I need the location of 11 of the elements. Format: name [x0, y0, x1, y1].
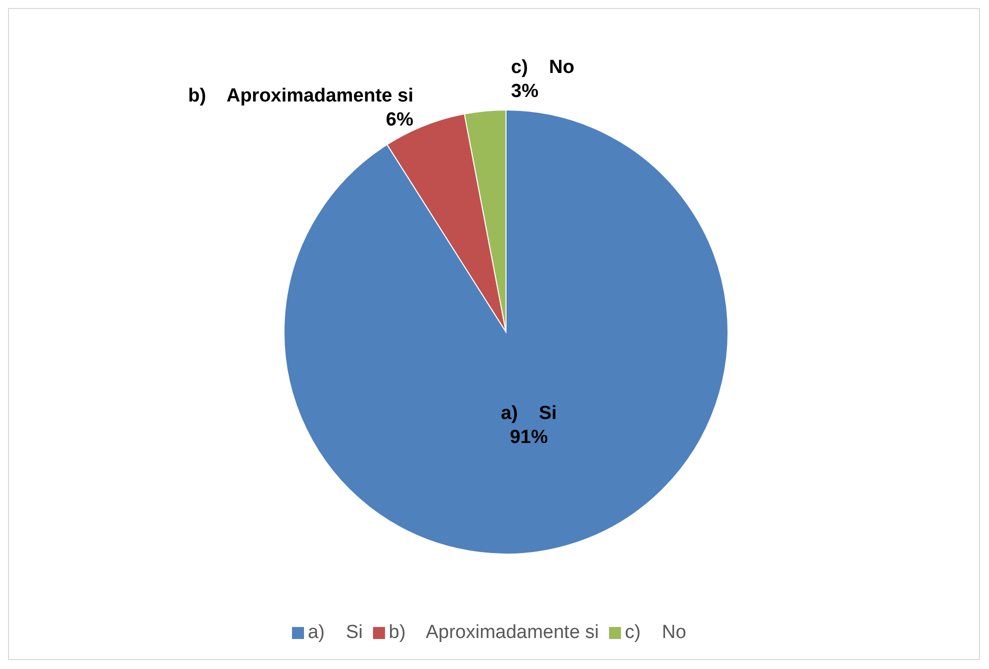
- slice-label: a) Si: [500, 402, 557, 424]
- slice-label: b) Aproximadamente si: [188, 86, 414, 107]
- legend-label: c) No: [624, 622, 686, 643]
- pie-slice: [386, 113, 506, 332]
- data-label: 3%: [511, 81, 539, 102]
- data-label: 91%: [510, 426, 548, 448]
- pie-slice: [284, 110, 728, 554]
- data-label: 6%: [386, 110, 414, 131]
- legend-label: b) Aproximadamente si: [388, 622, 599, 643]
- legend-label: a) Si: [308, 622, 363, 643]
- slice-label: c) No: [511, 57, 574, 78]
